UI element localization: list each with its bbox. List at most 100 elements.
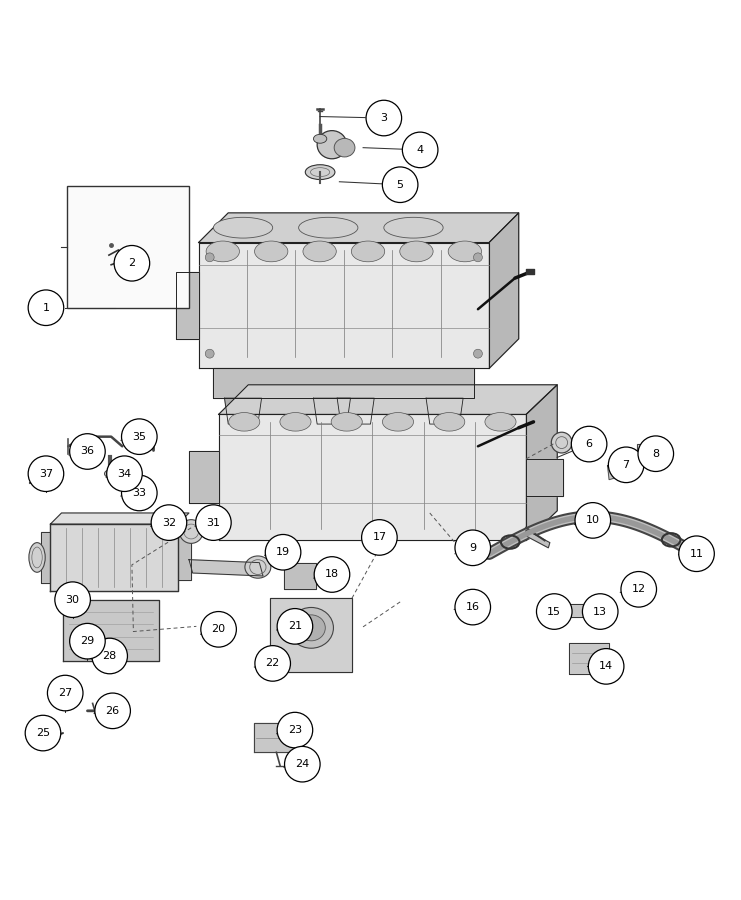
Text: 17: 17 bbox=[372, 533, 387, 543]
Polygon shape bbox=[270, 598, 352, 672]
Circle shape bbox=[536, 594, 572, 629]
Ellipse shape bbox=[297, 615, 325, 641]
Ellipse shape bbox=[317, 130, 347, 158]
Ellipse shape bbox=[51, 685, 60, 692]
Text: 21: 21 bbox=[288, 621, 302, 632]
Text: 33: 33 bbox=[133, 488, 146, 498]
Circle shape bbox=[582, 594, 618, 629]
Ellipse shape bbox=[229, 412, 260, 431]
Polygon shape bbox=[189, 560, 263, 576]
Circle shape bbox=[25, 716, 61, 751]
Text: 1: 1 bbox=[42, 302, 50, 312]
Circle shape bbox=[473, 253, 482, 262]
Text: 3: 3 bbox=[380, 113, 388, 123]
Ellipse shape bbox=[255, 241, 288, 262]
Text: 23: 23 bbox=[288, 725, 302, 735]
Polygon shape bbox=[526, 459, 563, 496]
Polygon shape bbox=[313, 398, 350, 424]
Text: 29: 29 bbox=[80, 636, 95, 646]
Ellipse shape bbox=[382, 412, 413, 431]
Text: 9: 9 bbox=[469, 543, 476, 553]
Circle shape bbox=[362, 519, 397, 555]
Circle shape bbox=[473, 349, 482, 358]
Text: 25: 25 bbox=[36, 728, 50, 738]
Text: 22: 22 bbox=[265, 659, 280, 669]
Text: 2: 2 bbox=[128, 258, 136, 268]
Circle shape bbox=[70, 624, 105, 659]
Text: 16: 16 bbox=[466, 602, 479, 612]
Text: 13: 13 bbox=[594, 607, 607, 616]
Polygon shape bbox=[337, 398, 374, 424]
Circle shape bbox=[588, 649, 624, 684]
Polygon shape bbox=[526, 385, 557, 540]
Ellipse shape bbox=[289, 608, 333, 648]
Ellipse shape bbox=[245, 556, 271, 578]
Text: 11: 11 bbox=[690, 549, 703, 559]
Circle shape bbox=[265, 535, 301, 570]
Circle shape bbox=[70, 434, 105, 469]
Polygon shape bbox=[63, 599, 159, 661]
Ellipse shape bbox=[334, 139, 355, 157]
Polygon shape bbox=[213, 368, 474, 398]
Ellipse shape bbox=[213, 217, 273, 239]
Ellipse shape bbox=[485, 412, 516, 431]
Circle shape bbox=[277, 712, 313, 748]
Polygon shape bbox=[225, 398, 262, 424]
Ellipse shape bbox=[179, 519, 203, 544]
Text: 28: 28 bbox=[102, 651, 117, 661]
Circle shape bbox=[201, 611, 236, 647]
Text: 24: 24 bbox=[295, 760, 310, 770]
Ellipse shape bbox=[448, 241, 482, 262]
Polygon shape bbox=[219, 414, 526, 540]
Circle shape bbox=[122, 418, 157, 454]
Bar bbox=[67, 186, 189, 308]
Text: 27: 27 bbox=[58, 688, 73, 698]
Ellipse shape bbox=[305, 165, 335, 179]
Text: 20: 20 bbox=[211, 625, 226, 634]
Circle shape bbox=[95, 693, 130, 729]
Ellipse shape bbox=[280, 412, 311, 431]
Circle shape bbox=[455, 590, 491, 625]
Text: 15: 15 bbox=[548, 607, 561, 616]
Polygon shape bbox=[569, 643, 609, 674]
Text: 6: 6 bbox=[585, 439, 593, 449]
Ellipse shape bbox=[351, 241, 385, 262]
Text: 26: 26 bbox=[105, 706, 120, 716]
Text: 12: 12 bbox=[631, 584, 646, 594]
Text: 18: 18 bbox=[325, 570, 339, 580]
Polygon shape bbox=[489, 213, 519, 368]
Circle shape bbox=[47, 675, 83, 711]
Circle shape bbox=[402, 132, 438, 167]
Polygon shape bbox=[426, 398, 463, 424]
Polygon shape bbox=[637, 444, 656, 456]
Ellipse shape bbox=[104, 470, 115, 477]
Circle shape bbox=[285, 746, 320, 782]
Circle shape bbox=[28, 456, 64, 491]
Circle shape bbox=[366, 100, 402, 136]
Circle shape bbox=[151, 505, 187, 540]
Circle shape bbox=[638, 436, 674, 472]
Ellipse shape bbox=[29, 543, 45, 572]
Circle shape bbox=[314, 557, 350, 592]
Circle shape bbox=[382, 166, 418, 202]
Circle shape bbox=[205, 253, 214, 262]
Ellipse shape bbox=[331, 412, 362, 431]
Polygon shape bbox=[176, 272, 199, 339]
Ellipse shape bbox=[400, 241, 433, 262]
Text: 7: 7 bbox=[622, 460, 630, 470]
Circle shape bbox=[277, 608, 313, 644]
Polygon shape bbox=[199, 213, 519, 242]
Polygon shape bbox=[219, 385, 557, 414]
Circle shape bbox=[679, 536, 714, 572]
Ellipse shape bbox=[299, 217, 358, 239]
Polygon shape bbox=[608, 461, 630, 480]
Ellipse shape bbox=[433, 412, 465, 431]
Text: 19: 19 bbox=[276, 547, 290, 557]
Text: 37: 37 bbox=[39, 469, 53, 479]
Text: 32: 32 bbox=[162, 518, 176, 527]
Text: 4: 4 bbox=[416, 145, 424, 155]
Polygon shape bbox=[50, 513, 189, 524]
Circle shape bbox=[122, 475, 157, 511]
Ellipse shape bbox=[206, 241, 239, 262]
Text: 14: 14 bbox=[599, 662, 614, 671]
